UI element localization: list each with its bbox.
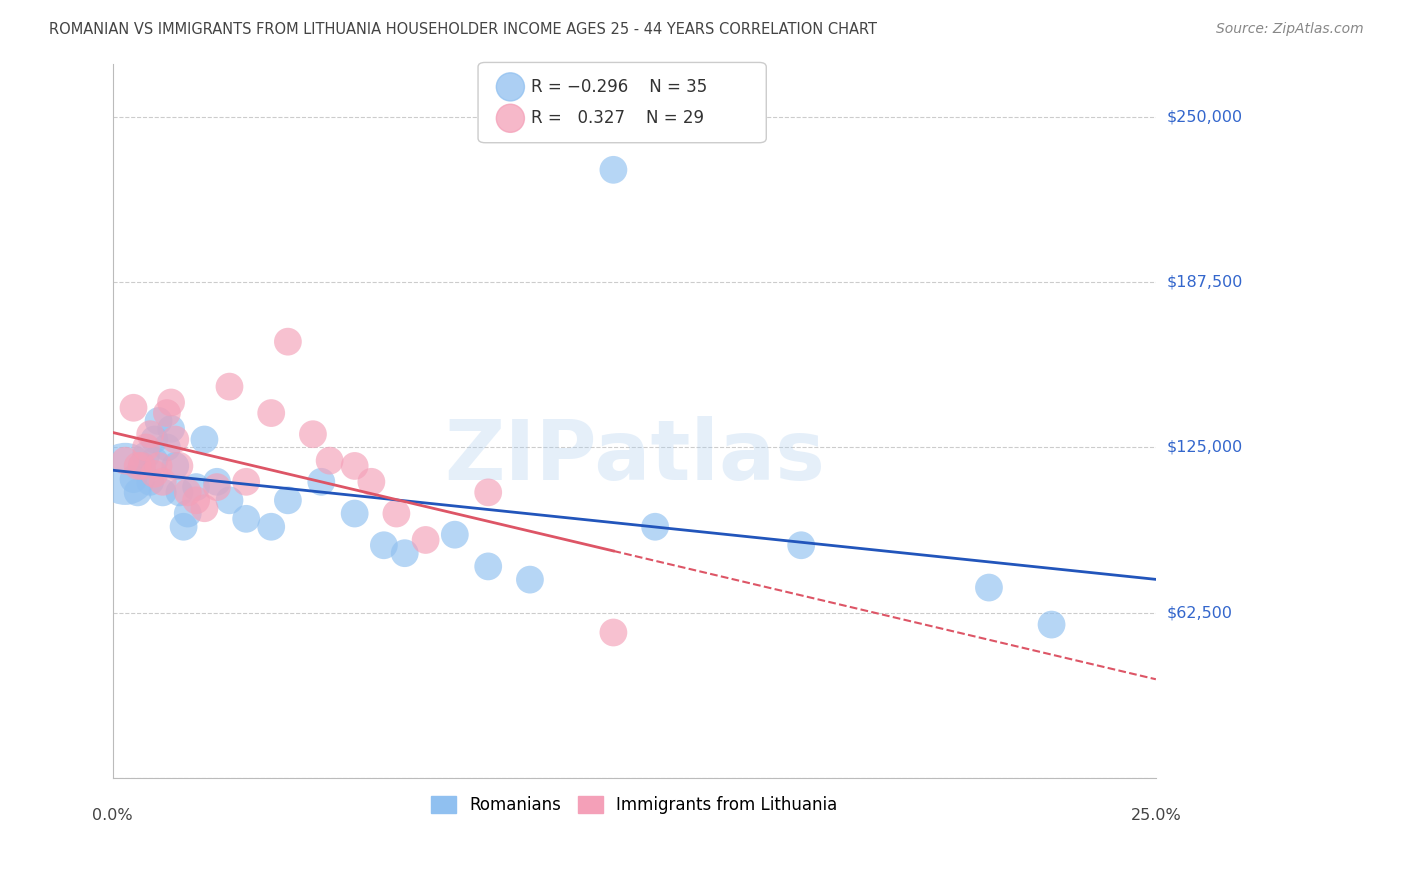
- Point: [193, 433, 215, 447]
- Point: [139, 475, 162, 489]
- Point: [177, 485, 200, 500]
- Point: [205, 480, 228, 494]
- Point: [131, 458, 153, 473]
- Point: [148, 414, 170, 428]
- Text: 25.0%: 25.0%: [1130, 808, 1181, 823]
- Point: [602, 162, 624, 177]
- Point: [114, 453, 136, 467]
- Point: [477, 485, 499, 500]
- Point: [143, 467, 166, 481]
- Point: [277, 493, 299, 508]
- Point: [152, 475, 174, 489]
- Point: [311, 475, 333, 489]
- Point: [114, 467, 136, 481]
- Point: [218, 379, 240, 393]
- Point: [127, 458, 149, 473]
- Point: [169, 485, 191, 500]
- Text: ZIPatlas: ZIPatlas: [444, 417, 825, 497]
- Text: R =   0.327    N = 29: R = 0.327 N = 29: [531, 110, 704, 128]
- Point: [165, 433, 187, 447]
- Point: [1040, 617, 1063, 632]
- Text: 0.0%: 0.0%: [93, 808, 134, 823]
- Point: [235, 512, 257, 526]
- Point: [156, 441, 179, 455]
- Point: [415, 533, 437, 547]
- Point: [260, 406, 283, 420]
- Point: [443, 527, 465, 541]
- Point: [644, 520, 666, 534]
- Point: [160, 422, 183, 436]
- Point: [143, 453, 166, 467]
- Point: [205, 475, 228, 489]
- Point: [302, 427, 325, 442]
- Point: [122, 472, 145, 486]
- Text: $250,000: $250,000: [1167, 110, 1243, 125]
- Point: [602, 625, 624, 640]
- Text: $187,500: $187,500: [1167, 275, 1243, 290]
- Text: Source: ZipAtlas.com: Source: ZipAtlas.com: [1216, 22, 1364, 37]
- Point: [135, 441, 157, 455]
- Point: [143, 433, 166, 447]
- Point: [169, 458, 191, 473]
- Point: [260, 520, 283, 534]
- Point: [148, 458, 170, 473]
- Point: [385, 507, 408, 521]
- Point: [977, 581, 1000, 595]
- Text: $62,500: $62,500: [1167, 605, 1233, 620]
- Point: [152, 485, 174, 500]
- Point: [360, 475, 382, 489]
- Text: ROMANIAN VS IMMIGRANTS FROM LITHUANIA HOUSEHOLDER INCOME AGES 25 - 44 YEARS CORR: ROMANIAN VS IMMIGRANTS FROM LITHUANIA HO…: [49, 22, 877, 37]
- Point: [122, 401, 145, 415]
- Point: [156, 406, 179, 420]
- Point: [477, 559, 499, 574]
- Point: [131, 458, 153, 473]
- Text: R = −0.296    N = 35: R = −0.296 N = 35: [531, 78, 707, 95]
- Point: [373, 538, 395, 552]
- Point: [135, 448, 157, 462]
- Legend: Romanians, Immigrants from Lithuania: Romanians, Immigrants from Lithuania: [425, 789, 844, 821]
- Point: [790, 538, 813, 552]
- Point: [277, 334, 299, 349]
- Point: [173, 520, 195, 534]
- Point: [139, 427, 162, 442]
- Text: $125,000: $125,000: [1167, 440, 1243, 455]
- Point: [318, 453, 340, 467]
- Point: [177, 507, 200, 521]
- Point: [218, 493, 240, 508]
- Point: [235, 475, 257, 489]
- Point: [184, 480, 207, 494]
- Point: [165, 458, 187, 473]
- Point: [184, 493, 207, 508]
- Point: [519, 573, 541, 587]
- Point: [343, 507, 366, 521]
- Point: [127, 485, 149, 500]
- Point: [160, 395, 183, 409]
- Point: [394, 546, 416, 560]
- Point: [193, 501, 215, 516]
- Point: [343, 458, 366, 473]
